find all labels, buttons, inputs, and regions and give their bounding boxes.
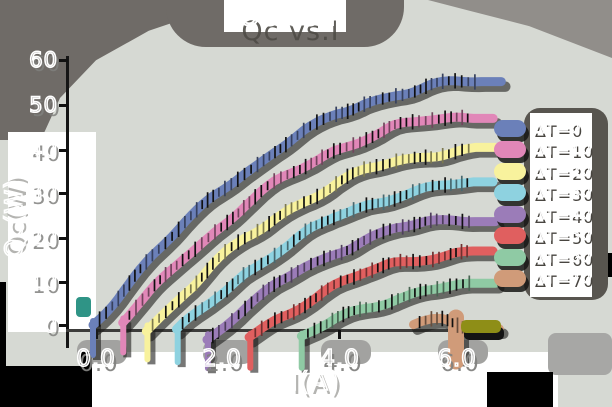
x-axis-label: I(A) <box>289 366 340 398</box>
legend-label: ΔT=70 <box>532 267 593 287</box>
y-tickmark <box>59 237 68 240</box>
legend-label: ΔT=0 <box>532 117 582 137</box>
y-tickmark <box>59 324 68 327</box>
y-tick-label: 30 <box>28 180 58 206</box>
x-tickmark <box>338 330 341 339</box>
legend-marker <box>494 141 526 158</box>
white-panel-title <box>224 0 346 32</box>
x-tick-label: 4.0 <box>319 345 360 373</box>
black-region <box>0 282 6 407</box>
olive-artifact <box>461 320 501 333</box>
y-axis-spine <box>66 56 69 348</box>
y-tick-label: 20 <box>28 225 58 251</box>
legend-label: ΔT=30 <box>532 181 593 201</box>
y-tickmark <box>59 192 68 195</box>
black-region <box>0 366 88 407</box>
legend-marker <box>494 249 526 266</box>
shadow-band-bottom-right <box>548 333 612 375</box>
y-tickmark <box>59 281 68 284</box>
legend-marker <box>494 227 526 244</box>
y-tick-label: 10 <box>28 269 58 295</box>
y-tick-label: 50 <box>28 92 58 118</box>
legend-marker <box>494 184 526 201</box>
legend-label: ΔT=20 <box>532 160 593 180</box>
x-tick-label: 0.0 <box>75 345 116 373</box>
black-region <box>80 352 92 407</box>
legend-marker <box>494 270 526 287</box>
legend-label: ΔT=60 <box>532 246 593 266</box>
y-tickmark <box>59 104 68 107</box>
legend-marker <box>494 120 526 137</box>
legend-label: ΔT=40 <box>532 203 593 223</box>
chart-title: Qc vs.I <box>237 0 337 33</box>
y-tickmark <box>59 59 68 62</box>
x-tick-label: 6.0 <box>436 345 477 373</box>
teal-artifact <box>76 297 91 317</box>
black-region <box>487 372 553 407</box>
y-tick-label: 0 <box>43 312 58 338</box>
tick-shadow-blob <box>321 340 371 364</box>
legend-panel <box>530 113 592 297</box>
y-tickmark <box>59 149 68 152</box>
y-axis-label: Qc(W) <box>0 178 29 259</box>
legend-label: ΔT=50 <box>532 224 593 244</box>
y-tick-label: 40 <box>28 137 58 163</box>
legend-marker <box>494 206 526 223</box>
x-tick-label: 2.0 <box>201 345 242 373</box>
legend-marker <box>494 163 526 180</box>
y-tick-label: 60 <box>28 47 58 73</box>
legend-label: ΔT=10 <box>532 138 593 158</box>
